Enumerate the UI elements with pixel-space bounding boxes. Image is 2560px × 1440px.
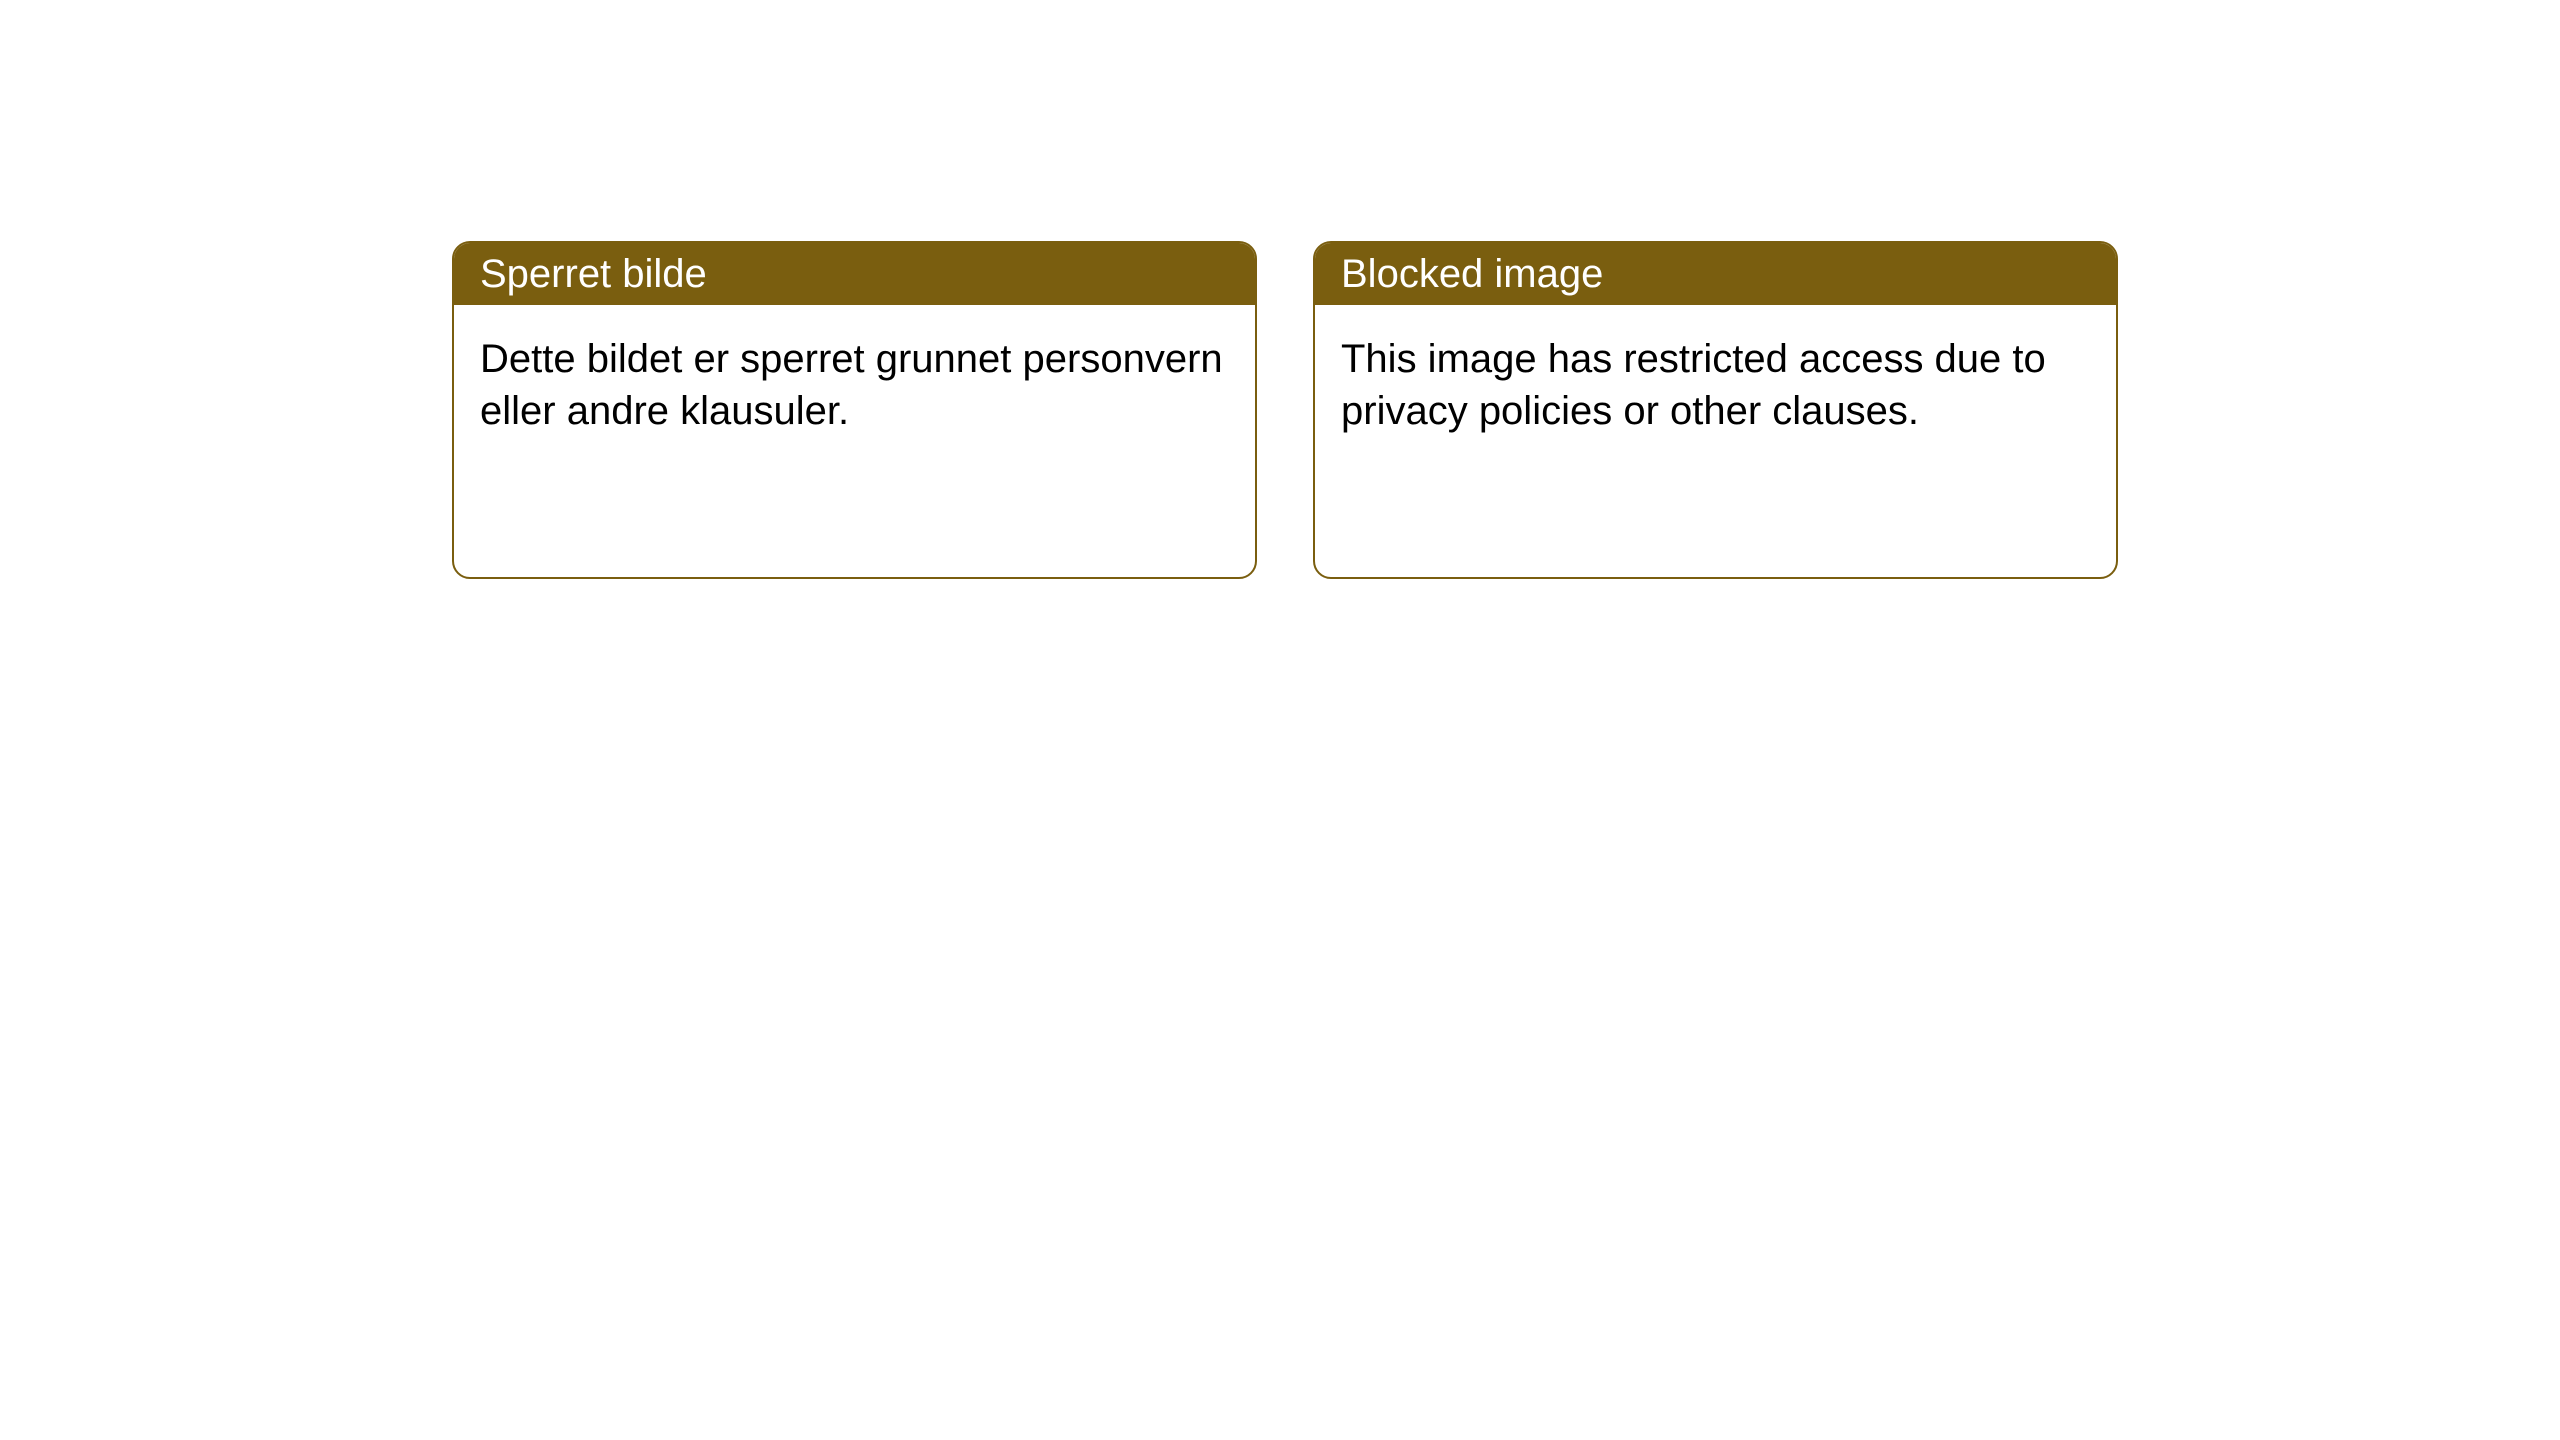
notice-body: This image has restricted access due to … [1315, 305, 2116, 465]
notice-header: Sperret bilde [454, 243, 1255, 305]
notice-card-english: Blocked image This image has restricted … [1313, 241, 2118, 579]
notice-card-norwegian: Sperret bilde Dette bildet er sperret gr… [452, 241, 1257, 579]
notice-header: Blocked image [1315, 243, 2116, 305]
notice-body-text: Dette bildet er sperret grunnet personve… [480, 337, 1223, 433]
notice-body-text: This image has restricted access due to … [1341, 337, 2046, 433]
notice-title: Blocked image [1341, 252, 1603, 297]
notice-body: Dette bildet er sperret grunnet personve… [454, 305, 1255, 465]
notice-title: Sperret bilde [480, 252, 707, 297]
notice-container: Sperret bilde Dette bildet er sperret gr… [0, 0, 2560, 579]
